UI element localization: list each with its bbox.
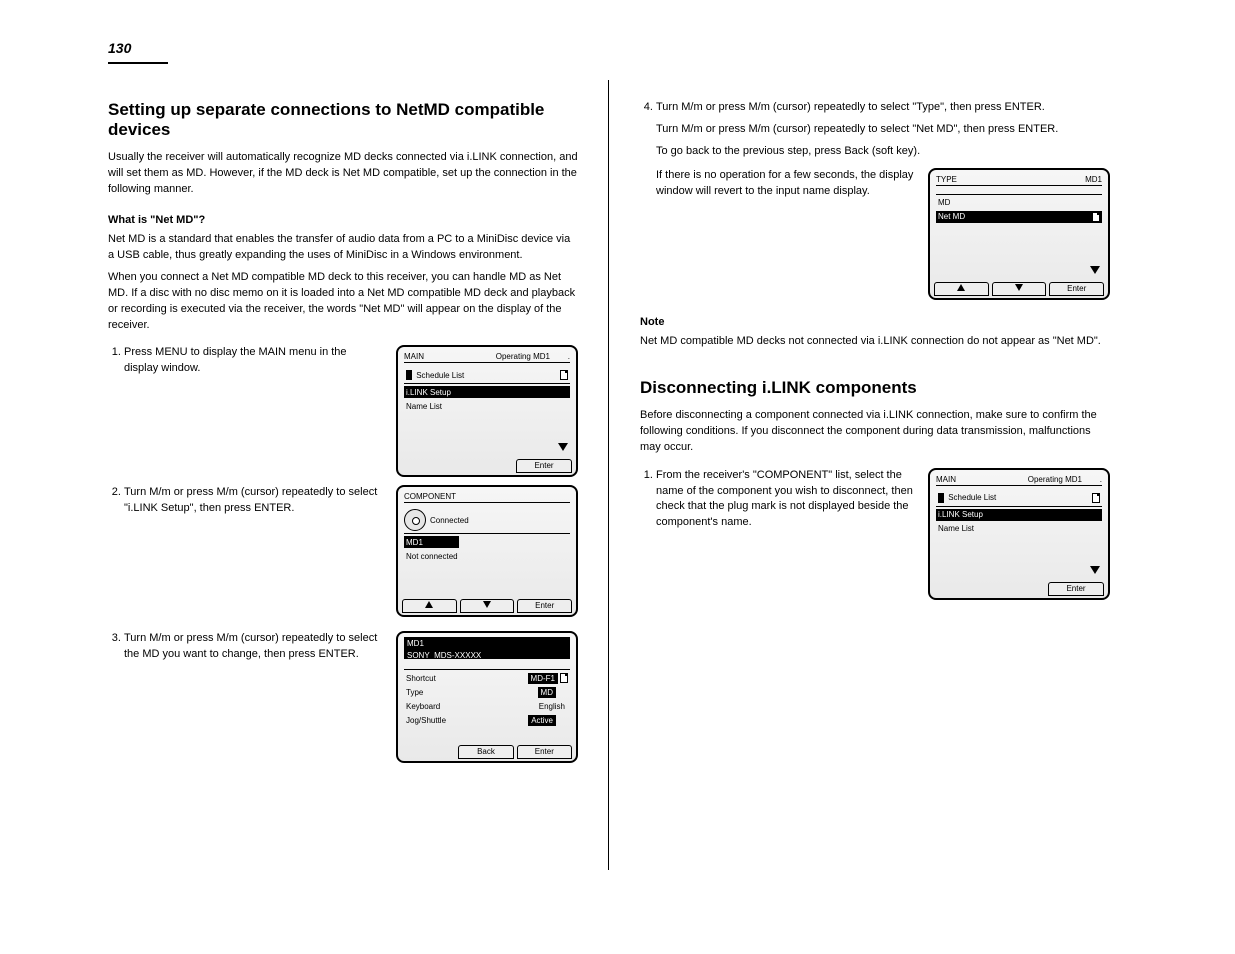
lcd-md1: MD1: [406, 537, 457, 549]
step-2-text: Turn M/m or press M/m (cursor) repeatedl…: [124, 485, 382, 517]
lcd-type-netmd: Net MD: [938, 211, 1092, 223]
lcd-row3: Name List: [938, 523, 1100, 535]
memo-icon: [560, 673, 568, 683]
step-3: Turn M/m or press M/m (cursor) repeatedl…: [124, 631, 578, 763]
lcd-detail-line1: MD1: [407, 638, 567, 650]
lcd-row2: i.LINK Setup: [406, 387, 568, 399]
softkey-up[interactable]: [402, 599, 457, 613]
netmd-desc-2: When you connect a Net MD compatible MD …: [108, 270, 578, 334]
step-4d: If there is no operation for a few secon…: [656, 168, 914, 200]
step-4b: Turn M/m or press M/m (cursor) repeatedl…: [656, 122, 1110, 138]
lcd-row1: Schedule List: [946, 492, 1092, 504]
lcd-title-left: MAIN: [404, 351, 424, 361]
scroll-down-icon: [1090, 266, 1100, 274]
disconnect-step-1: From the receiver's "COMPONENT" list, se…: [656, 468, 1110, 600]
intro-paragraph: Usually the receiver will automatically …: [108, 150, 578, 198]
lcd-type-md: MD: [938, 197, 1100, 209]
lcd-screen-component: COMPONENT Connected MD1 Not connected: [396, 485, 578, 617]
lcd-title-right: Operating MD1 .: [1028, 474, 1102, 484]
lcd-title-left: COMPONENT: [404, 491, 456, 501]
softkey-enter[interactable]: Enter: [517, 745, 572, 759]
lcd-r3r: English: [536, 701, 568, 713]
lcd-row3: Name List: [406, 401, 568, 413]
column-divider: [608, 80, 609, 870]
lcd-detail-line2: SONY MDS-XXXXX: [407, 650, 567, 662]
lcd-r4r: Active: [528, 715, 556, 727]
step-1-text: Press MENU to display the MAIN menu in t…: [124, 345, 382, 377]
lcd-title-left: MAIN: [936, 474, 956, 484]
softkey-enter[interactable]: Enter: [1049, 282, 1104, 296]
memo-icon: [1092, 212, 1100, 222]
step-1: Press MENU to display the MAIN menu in t…: [124, 345, 578, 477]
lcd-screen-main: MAIN Operating MD1 . Schedule List i.LIN…: [396, 345, 578, 477]
subhead-netmd: What is "Net MD"?: [108, 214, 578, 226]
right-column: Turn M/m or press M/m (cursor) repeatedl…: [640, 100, 1110, 608]
lcd-r1r: MD-F1: [528, 673, 558, 685]
lcd-screen-md-detail: MD1 SONY MDS-XXXXX ShortcutMD-F1 TypeMD …: [396, 631, 578, 763]
lcd-screen-main-2: MAIN Operating MD1 . Schedule List i.LIN…: [928, 468, 1110, 600]
disc-icon: [404, 509, 426, 531]
step-4: Turn M/m or press M/m (cursor) repeatedl…: [656, 100, 1110, 300]
step-4a: Turn M/m or press M/m (cursor) repeatedl…: [656, 100, 1110, 116]
lcd-r1l: Shortcut: [406, 673, 528, 685]
lcd-connected-label: Connected: [430, 515, 469, 527]
lcd-r3l: Keyboard: [406, 701, 536, 713]
section-title: Setting up separate connections to NetMD…: [108, 100, 578, 140]
step-2: Turn M/m or press M/m (cursor) repeatedl…: [124, 485, 578, 617]
softkey-down[interactable]: [992, 282, 1047, 296]
left-column: Setting up separate connections to NetMD…: [108, 100, 578, 771]
softkey-enter[interactable]: Enter: [516, 459, 572, 473]
softkey-down[interactable]: [460, 599, 515, 613]
softkey-up[interactable]: [934, 282, 989, 296]
lcd-row2: i.LINK Setup: [938, 509, 1100, 521]
memo-icon: [560, 370, 568, 380]
section-title-disconnect: Disconnecting i.LINK components: [640, 378, 1110, 398]
page-number-underline: [108, 62, 168, 64]
note-heading: Note: [640, 316, 1110, 328]
softkey-enter[interactable]: Enter: [517, 599, 572, 613]
disconnect-intro: Before disconnecting a component connect…: [640, 408, 1110, 456]
netmd-desc-1: Net MD is a standard that enables the tr…: [108, 232, 578, 264]
softkey-back[interactable]: Back: [458, 745, 513, 759]
lcd-r2l: Type: [406, 687, 538, 699]
lcd-notconnected: Not connected: [406, 551, 568, 563]
scroll-down-icon: [558, 443, 568, 451]
lcd-r4l: Jog/Shuttle: [406, 715, 528, 727]
lcd-title-right: Operating MD1 .: [496, 351, 570, 361]
step-3-text: Turn M/m or press M/m (cursor) repeatedl…: [124, 631, 382, 663]
lcd-screen-type: TYPE MD1 MD Net MD Enter: [928, 168, 1110, 300]
page-number: 130: [108, 40, 131, 56]
note-body: Net MD compatible MD decks not connected…: [640, 334, 1110, 350]
lcd-row1: Schedule List: [414, 370, 560, 382]
lcd-r2r: MD: [538, 687, 556, 699]
lcd-title-right: MD1: [1085, 174, 1102, 184]
lcd-title-left: TYPE: [936, 174, 957, 184]
softkey-enter[interactable]: Enter: [1048, 582, 1104, 596]
step-4c: To go back to the previous step, press B…: [656, 144, 1110, 160]
scroll-down-icon: [1090, 566, 1100, 574]
memo-icon: [1092, 493, 1100, 503]
disconnect-step-1-text: From the receiver's "COMPONENT" list, se…: [656, 468, 914, 532]
